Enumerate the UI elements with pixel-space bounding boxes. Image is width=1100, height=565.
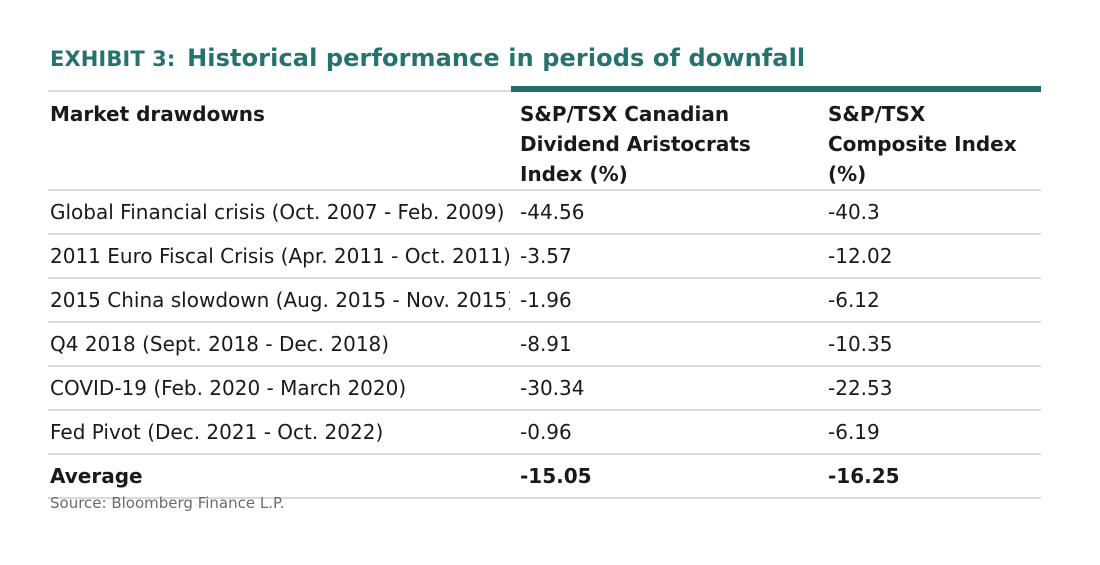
table-row: Global Financial crisis (Oct. 2007 - Feb… bbox=[48, 190, 1041, 235]
row-period: Q4 2018 (Sept. 2018 - Dec. 2018) bbox=[48, 322, 511, 367]
table-row: Q4 2018 (Sept. 2018 - Dec. 2018) -8.91 -… bbox=[48, 322, 1041, 367]
average-aristocrats-value: -15.05 bbox=[510, 454, 819, 499]
source-note: Source: Bloomberg Finance L.P. bbox=[50, 494, 285, 512]
table-header-row: Market drawdowns S&P/TSX Canadian Divide… bbox=[48, 92, 1041, 191]
row-composite-value: -40.3 bbox=[818, 190, 1041, 235]
table-row: 2011 Euro Fiscal Crisis (Apr. 2011 - Oct… bbox=[48, 234, 1041, 279]
average-composite-value: -16.25 bbox=[818, 454, 1041, 499]
row-aristocrats-value: -1.96 bbox=[510, 278, 819, 323]
exhibit-title: EXHIBIT 3: Historical performance in per… bbox=[50, 44, 805, 72]
table-row: Fed Pivot (Dec. 2021 - Oct. 2022) -0.96 … bbox=[48, 410, 1041, 455]
header-market-drawdowns: Market drawdowns bbox=[48, 92, 511, 191]
row-aristocrats-value: -3.57 bbox=[510, 234, 819, 279]
row-composite-value: -12.02 bbox=[818, 234, 1041, 279]
row-period: 2015 China slowdown (Aug. 2015 - Nov. 20… bbox=[48, 278, 511, 323]
row-composite-value: -6.19 bbox=[818, 410, 1041, 455]
average-label: Average bbox=[48, 454, 511, 499]
row-period: COVID-19 (Feb. 2020 - March 2020) bbox=[48, 366, 511, 411]
table-row: 2015 China slowdown (Aug. 2015 - Nov. 20… bbox=[48, 278, 1041, 323]
row-period: Global Financial crisis (Oct. 2007 - Feb… bbox=[48, 190, 511, 235]
header-accent-bar bbox=[511, 86, 1041, 92]
row-composite-value: -6.12 bbox=[818, 278, 1041, 323]
header-tsx-composite: S&P/TSX Composite Index (%) bbox=[818, 92, 1041, 191]
drawdown-table: Market drawdowns S&P/TSX Canadian Divide… bbox=[48, 92, 1041, 499]
row-aristocrats-value: -8.91 bbox=[510, 322, 819, 367]
row-composite-value: -22.53 bbox=[818, 366, 1041, 411]
row-period: 2011 Euro Fiscal Crisis (Apr. 2011 - Oct… bbox=[48, 234, 511, 279]
table-row: COVID-19 (Feb. 2020 - March 2020) -30.34… bbox=[48, 366, 1041, 411]
row-composite-value: -10.35 bbox=[818, 322, 1041, 367]
row-aristocrats-value: -0.96 bbox=[510, 410, 819, 455]
average-row: Average -15.05 -16.25 bbox=[48, 454, 1041, 499]
header-divider bbox=[48, 90, 511, 92]
exhibit-label: EXHIBIT 3: bbox=[50, 47, 176, 71]
exhibit-heading: Historical performance in periods of dow… bbox=[187, 44, 806, 72]
row-period: Fed Pivot (Dec. 2021 - Oct. 2022) bbox=[48, 410, 511, 455]
header-dividend-aristocrats: S&P/TSX Canadian Dividend Aristocrats In… bbox=[510, 92, 819, 191]
row-aristocrats-value: -44.56 bbox=[510, 190, 819, 235]
row-aristocrats-value: -30.34 bbox=[510, 366, 819, 411]
